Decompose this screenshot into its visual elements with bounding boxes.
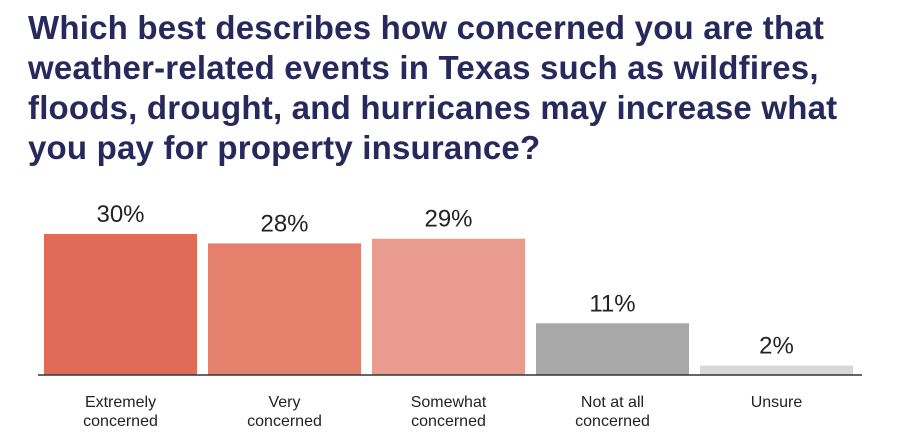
value-labels-group: 30% 28% 29% 11% 2% [96, 201, 793, 360]
category-labels-group: Extremely concerned Very concerned Somewhat c… [83, 394, 802, 430]
bar-0 [44, 234, 197, 375]
value-label-1: 28% [260, 210, 308, 237]
value-label-0: 30% [96, 201, 144, 228]
category-label-0: Extremely concerned [83, 394, 158, 430]
bar-4 [700, 365, 853, 375]
bar-3 [536, 323, 689, 375]
bar-1 [208, 243, 361, 375]
bars-group [44, 234, 853, 375]
category-label-4: Unsure [751, 394, 803, 411]
category-label-2: Somewhat concerned [411, 394, 487, 430]
value-label-2: 29% [424, 206, 472, 233]
bar-2 [372, 238, 525, 375]
category-label-3: Not at all concerned [575, 394, 650, 430]
category-label-1: Very concerned [247, 394, 322, 430]
value-label-3: 11% [589, 290, 635, 317]
value-label-4: 2% [759, 333, 794, 360]
chart-title: Which best describes how concerned you a… [28, 9, 838, 166]
